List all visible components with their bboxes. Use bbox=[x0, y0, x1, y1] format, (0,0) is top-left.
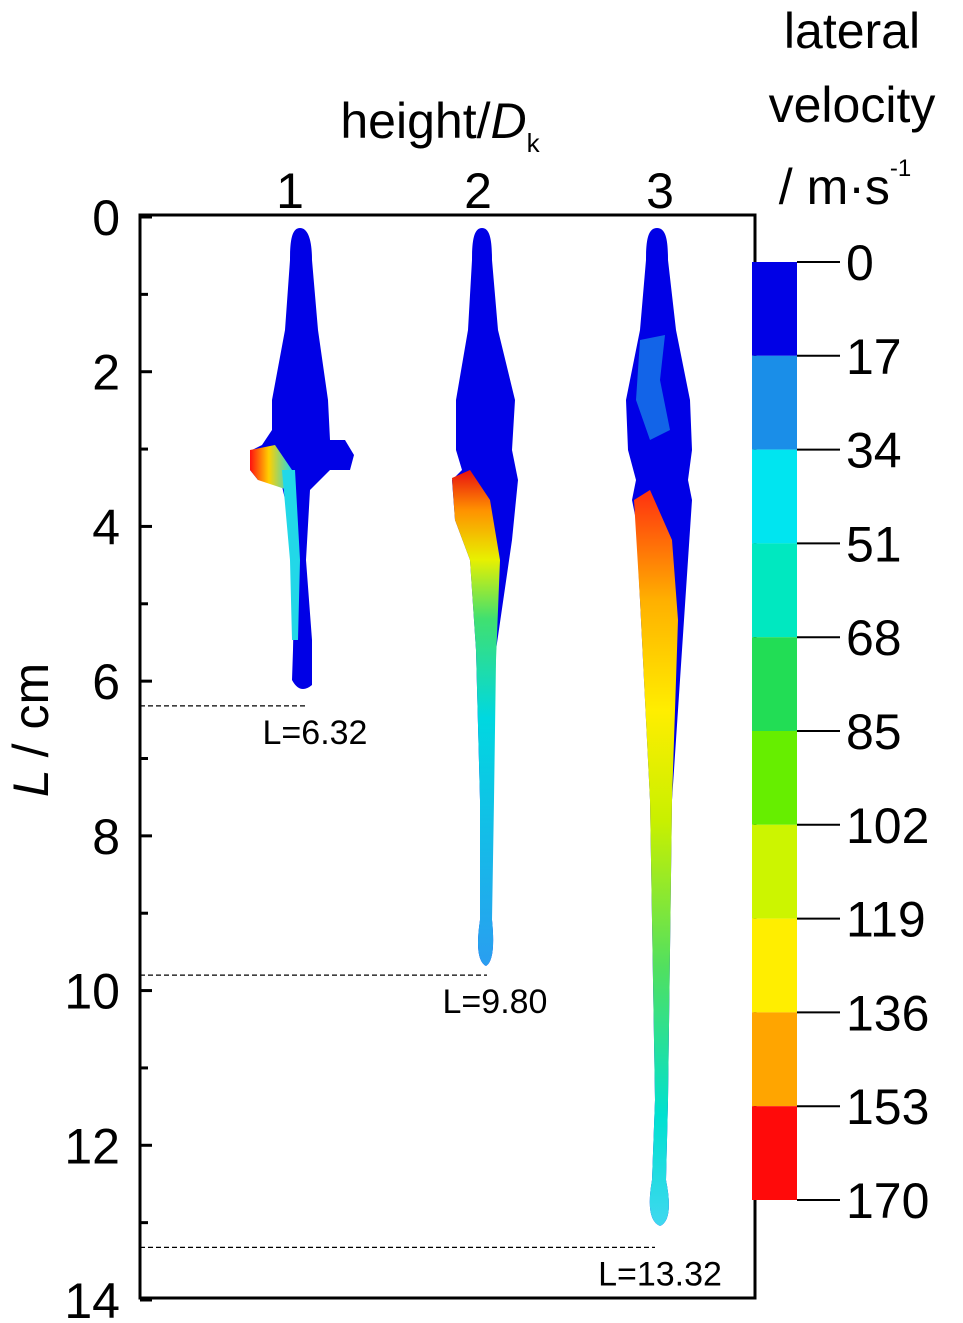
colorbar-tick-label: 68 bbox=[846, 610, 902, 666]
colorbar-tick-label: 102 bbox=[846, 798, 929, 854]
length-label: L=13.32 bbox=[598, 1255, 722, 1293]
x-tick-label: 3 bbox=[646, 163, 674, 219]
y-tick-label: 8 bbox=[92, 809, 120, 865]
colorbar-tick-label: 0 bbox=[846, 235, 874, 291]
colorbar-tick-label: 17 bbox=[846, 329, 902, 385]
colorbar-segment bbox=[752, 731, 797, 825]
colorbar-tick-label: 85 bbox=[846, 704, 902, 760]
colorbar-tick-label: 153 bbox=[846, 1079, 929, 1135]
colorbar-tick-label: 136 bbox=[846, 985, 929, 1041]
colorbar-title: / m·s-1 bbox=[779, 155, 911, 215]
x-label-text: height/ bbox=[340, 93, 490, 149]
jet-1 bbox=[250, 228, 354, 689]
colorbar-segment bbox=[752, 449, 797, 544]
x-label-variable: D bbox=[491, 93, 527, 149]
y-tick-label: 14 bbox=[64, 1273, 120, 1323]
jet-2 bbox=[452, 228, 518, 966]
colorbar-title: velocity bbox=[769, 77, 936, 133]
length-label: L=6.32 bbox=[263, 714, 368, 752]
colorbar-tick-label: 119 bbox=[846, 892, 926, 948]
y-tick-label: 2 bbox=[92, 345, 120, 401]
colorbar-tick-label: 34 bbox=[846, 423, 902, 479]
colorbar-segment bbox=[752, 543, 797, 638]
colorbar-segment bbox=[752, 1106, 797, 1200]
colorbar-tick-label: 170 bbox=[846, 1173, 929, 1229]
colorbar-unit: / m·s bbox=[779, 159, 890, 215]
x-axis-label: height/Dk bbox=[340, 93, 540, 158]
colorbar-title: lateral bbox=[784, 3, 920, 59]
colorbar-segment bbox=[752, 824, 797, 919]
x-tick-label: 2 bbox=[464, 163, 492, 219]
colorbar-segment bbox=[752, 918, 797, 1013]
colorbar-segment bbox=[752, 262, 797, 356]
y-tick-label: 6 bbox=[92, 654, 120, 710]
y-tick-label: 4 bbox=[92, 499, 120, 555]
jet-3 bbox=[626, 228, 692, 1226]
colorbar-segment bbox=[752, 1012, 797, 1107]
length-label: L=9.80 bbox=[443, 983, 548, 1021]
y-tick-label: 0 bbox=[92, 190, 120, 246]
colorbar-superscript: -1 bbox=[890, 155, 911, 182]
y-label-text: / cm bbox=[3, 663, 59, 757]
y-tick-label: 12 bbox=[64, 1118, 120, 1174]
colorbar-segment bbox=[752, 637, 797, 731]
x-label-subscript: k bbox=[527, 128, 541, 158]
y-label-variable: L bbox=[3, 769, 59, 797]
y-tick-label: 10 bbox=[64, 964, 120, 1020]
x-tick-label: 1 bbox=[276, 163, 304, 219]
colorbar-tick-label: 51 bbox=[846, 516, 902, 572]
y-axis-label: L / cm bbox=[3, 663, 59, 797]
colorbar-segment bbox=[752, 355, 797, 450]
